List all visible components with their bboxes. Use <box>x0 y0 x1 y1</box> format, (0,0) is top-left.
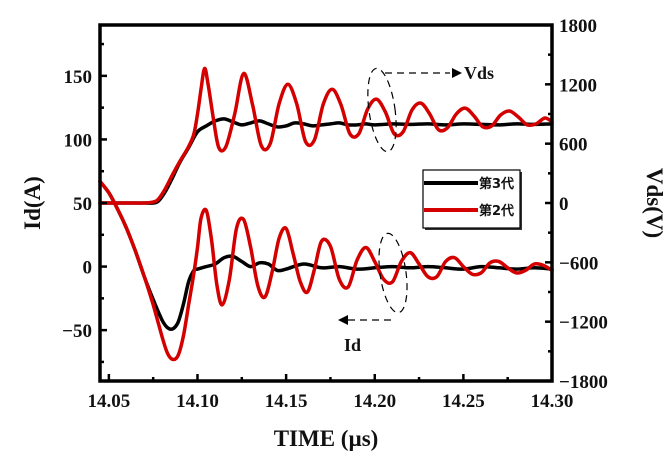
y-left-tick-label: −50 <box>62 321 92 342</box>
id-annotation-ellipse <box>378 232 408 314</box>
x-tick-label: 14.30 <box>531 391 574 412</box>
vds-annotation-label: Vds <box>464 63 494 83</box>
y-left-tick-label: 0 <box>83 258 93 279</box>
id-annotation: Id <box>338 232 408 355</box>
legend-label-gen2: 第2代 <box>479 203 514 219</box>
x-axis-title: TIME (µs) <box>274 426 379 451</box>
vds-annotation: Vds <box>367 63 494 153</box>
series-gen2-vds <box>98 66 554 205</box>
series-layer <box>98 66 554 362</box>
x-tick-label: 14.15 <box>265 391 308 412</box>
y-right-tick-label: −600 <box>559 253 598 274</box>
y-left-tick-label: 50 <box>73 194 92 215</box>
legend-label-gen3: 第3代 <box>479 176 514 192</box>
y-left-tick-label: 150 <box>64 67 93 88</box>
y-right-tick-label: 1800 <box>559 16 597 37</box>
x-tick-label: 14.25 <box>442 391 485 412</box>
y-right-tick-label: 1200 <box>559 75 597 96</box>
y-axis-left-title: Id(A) <box>20 176 45 230</box>
y-axis-left: −50 0 50 100 150 <box>62 42 107 364</box>
legend-box <box>422 169 521 229</box>
id-annotation-label: Id <box>344 335 361 355</box>
series-gen3-id <box>98 179 554 331</box>
vds-annotation-ellipse <box>367 67 397 153</box>
y-right-tick-label: −1200 <box>559 313 608 334</box>
y-left-tick-label: 100 <box>64 130 93 151</box>
y-axis-right: −1800 −1200 −600 0 600 1200 1800 <box>545 16 608 393</box>
x-tick-label: 14.10 <box>176 391 219 412</box>
legend: 第3代 第2代 <box>422 169 522 230</box>
x-tick-label: 14.20 <box>353 391 396 412</box>
id-arrow-icon <box>338 315 348 325</box>
y-right-tick-label: 600 <box>559 135 588 156</box>
x-tick-label: 14.05 <box>87 391 130 412</box>
y-right-tick-label: −1800 <box>559 372 608 393</box>
y-right-tick-label: 0 <box>559 194 569 215</box>
y-axis-right-title: Vds(V) <box>642 168 667 238</box>
series-gen2-id <box>98 179 554 362</box>
x-axis: 14.05 14.10 14.15 14.20 14.25 14.30 <box>87 374 573 412</box>
vds-arrow-icon <box>452 68 462 78</box>
